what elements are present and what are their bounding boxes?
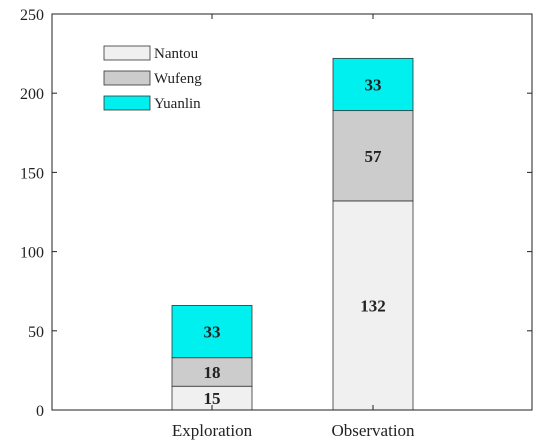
data-label-observation-wufeng: 57 (365, 147, 383, 166)
data-label-exploration-nantou: 15 (204, 389, 221, 408)
data-label-exploration-wufeng: 18 (204, 363, 221, 382)
axes-layer: 0 50 100 150 200 250 Exploration Observation (20, 7, 533, 440)
y-tick-label: 200 (20, 86, 44, 103)
y-tick-label: 100 (20, 245, 44, 262)
data-label-observation-yuanlin: 33 (365, 75, 382, 94)
bar-exploration-yuanlin (171, 305, 253, 359)
legend-label-nantou: Nantou (154, 46, 199, 62)
legend-swatch-nantou (103, 45, 151, 61)
legend-swatch-wufeng (103, 70, 151, 86)
data-label-exploration-yuanlin: 33 (204, 323, 221, 342)
bar-observation-yuanlin (332, 57, 414, 112)
legend: Nantou Wufeng Yuanlin (103, 45, 202, 112)
bar-observation-wufeng (332, 110, 414, 202)
data-label-layer: 15 18 33 132 57 33 (204, 75, 386, 408)
legend-label-yuanlin: Yuanlin (154, 96, 201, 112)
plot-frame (51, 13, 533, 411)
y-tick-label: 50 (28, 324, 44, 341)
y-tick-label: 250 (20, 7, 44, 24)
legend-swatch-yuanlin (103, 95, 151, 111)
data-label-observation-nantou: 132 (360, 296, 386, 315)
bar-observation-nantou (332, 200, 414, 411)
bar-exploration-wufeng (171, 357, 253, 387)
y-tick-label: 0 (36, 403, 44, 420)
legend-label-wufeng: Wufeng (154, 71, 202, 87)
x-tick-label-observation: Observation (331, 421, 415, 440)
x-tick-label-exploration: Exploration (172, 421, 253, 440)
bar-layer (171, 57, 414, 411)
y-tick-label: 150 (20, 165, 44, 182)
